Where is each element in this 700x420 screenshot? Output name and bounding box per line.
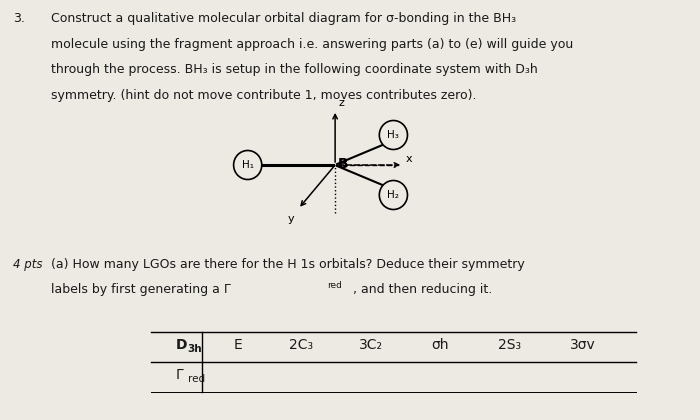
Text: 3C₂: 3C₂ bbox=[359, 338, 383, 352]
Text: red: red bbox=[328, 281, 342, 289]
Text: E: E bbox=[234, 338, 242, 352]
Text: σh: σh bbox=[431, 338, 449, 352]
Text: 3.: 3. bbox=[13, 12, 25, 25]
Text: symmetry. (hint do not move contribute 1, moves contributes zero).: symmetry. (hint do not move contribute 1… bbox=[50, 89, 476, 102]
Text: H₁: H₁ bbox=[241, 160, 253, 170]
Text: x: x bbox=[406, 154, 413, 164]
Text: y: y bbox=[288, 214, 294, 224]
Text: 3h: 3h bbox=[188, 344, 202, 354]
Text: B: B bbox=[338, 157, 349, 171]
Text: , and then reducing it.: , and then reducing it. bbox=[353, 284, 492, 297]
Text: Construct a qualitative molecular orbital diagram for σ-bonding in the BH₃: Construct a qualitative molecular orbita… bbox=[50, 12, 516, 25]
Text: H₂: H₂ bbox=[388, 190, 399, 200]
Text: z: z bbox=[338, 98, 344, 108]
Text: Γ: Γ bbox=[176, 368, 183, 382]
Text: through the process. BH₃ is setup in the following coordinate system with D₃h: through the process. BH₃ is setup in the… bbox=[50, 63, 538, 76]
Text: 2S₃: 2S₃ bbox=[498, 338, 522, 352]
Text: 2C₃: 2C₃ bbox=[289, 338, 313, 352]
Text: 3σv: 3σv bbox=[570, 338, 596, 352]
Text: molecule using the fragment approach i.e. answering parts (a) to (e) will guide : molecule using the fragment approach i.e… bbox=[50, 37, 573, 50]
Text: 4 pts: 4 pts bbox=[13, 258, 42, 271]
Text: D: D bbox=[176, 338, 188, 352]
Text: labels by first generating a Γ: labels by first generating a Γ bbox=[50, 284, 230, 297]
Text: (a) How many LGOs are there for the H 1s orbitals? Deduce their symmetry: (a) How many LGOs are there for the H 1s… bbox=[50, 258, 524, 271]
Text: H₃: H₃ bbox=[388, 130, 399, 140]
Text: red: red bbox=[188, 374, 206, 384]
